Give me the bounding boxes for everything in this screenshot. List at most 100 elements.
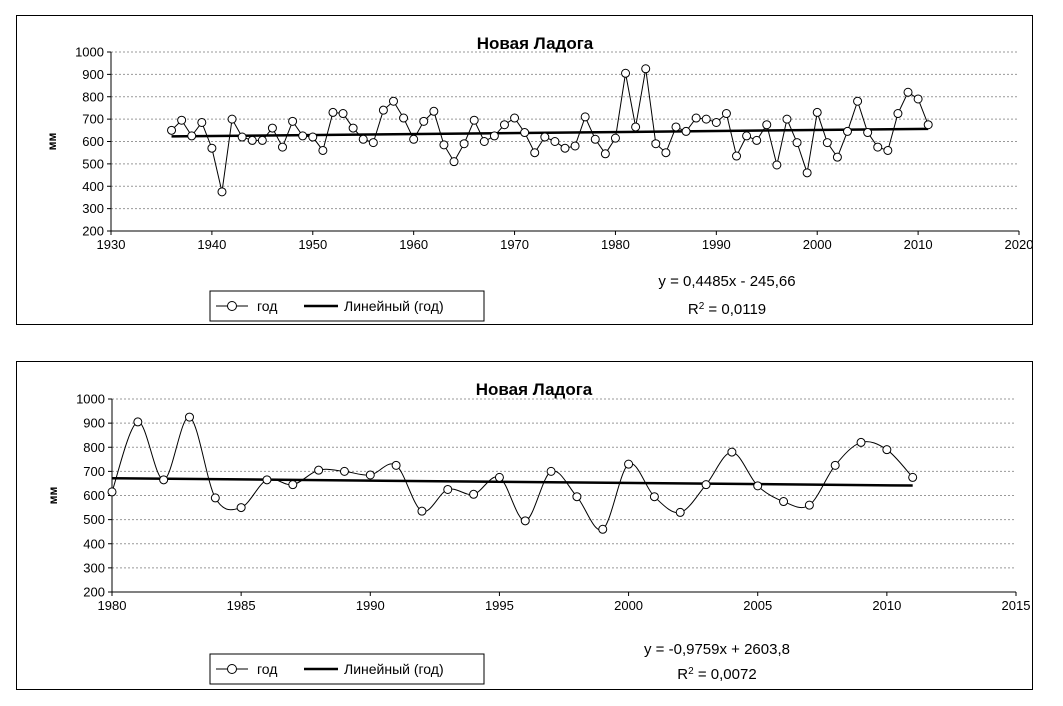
data-point	[621, 68, 631, 78]
data-point	[732, 151, 742, 161]
data-point	[469, 489, 479, 499]
y-tick-label: 800	[82, 89, 104, 104]
data-point	[133, 417, 143, 427]
y-tick-label: 300	[82, 201, 104, 216]
x-tick-label: 1960	[399, 237, 428, 252]
data-point	[257, 135, 267, 145]
x-tick-label: 1995	[485, 598, 514, 613]
data-point	[651, 139, 661, 149]
data-point	[600, 149, 610, 159]
data-point	[624, 459, 634, 469]
data-point	[590, 134, 600, 144]
y-tick-label: 200	[83, 585, 105, 600]
legend-label-series: год	[257, 661, 277, 677]
y-tick-label: 700	[83, 464, 105, 479]
trend-line	[111, 476, 913, 487]
chart-title: Новая Ладога	[477, 34, 594, 53]
data-point	[572, 492, 582, 502]
data-point	[641, 64, 651, 74]
y-tick-label: 500	[83, 512, 105, 527]
data-point	[661, 148, 671, 158]
data-point	[187, 131, 197, 141]
data-point	[314, 465, 324, 475]
x-tick-label: 2010	[872, 598, 901, 613]
series-line	[171, 68, 929, 192]
data-point	[247, 135, 257, 145]
data-point	[873, 142, 883, 152]
data-point	[923, 120, 933, 130]
data-point	[691, 113, 701, 123]
data-point	[378, 105, 388, 115]
data-point	[419, 116, 429, 126]
y-tick-label: 900	[83, 416, 105, 431]
data-point	[530, 148, 540, 158]
data-point	[853, 96, 863, 106]
data-point	[494, 472, 504, 482]
data-point	[560, 143, 570, 153]
y-tick-label: 800	[83, 440, 105, 455]
data-point	[701, 114, 711, 124]
data-point	[338, 109, 348, 119]
y-tick-label: 600	[82, 134, 104, 149]
x-tick-label: 2000	[803, 237, 832, 252]
r-squared-label: R2 = 0,0119	[688, 301, 766, 319]
data-point	[701, 480, 711, 490]
data-point	[388, 96, 398, 106]
data-point	[197, 117, 207, 127]
x-tick-label: 2020	[1005, 237, 1034, 252]
x-tick-label: 1950	[298, 237, 327, 252]
chart-panel-1: 200 300 400 500 600 700 800 900 1000 1930 1940 1950…	[16, 15, 1033, 325]
y-tick-label: 700	[82, 112, 104, 127]
y-tick-label: 900	[82, 67, 104, 82]
r-squared-label: R2 = 0,0072	[677, 666, 756, 684]
data-point	[510, 113, 520, 123]
data-point	[236, 503, 246, 513]
data-point	[409, 134, 419, 144]
data-point	[727, 447, 737, 457]
data-point	[580, 112, 590, 122]
legend-box	[209, 653, 485, 685]
y-axis-label: мм	[46, 487, 60, 505]
chart-panel-2: 200 300 400 500 600 700 800 900 1000 1980 1985 1990…	[16, 361, 1033, 690]
data-point	[210, 493, 220, 503]
data-point	[822, 138, 832, 148]
data-point	[792, 138, 802, 148]
data-point	[753, 481, 763, 491]
data-point	[184, 412, 194, 422]
y-tick-label: 1000	[76, 392, 105, 407]
data-point	[812, 107, 822, 117]
data-point	[742, 131, 752, 141]
data-point	[489, 131, 499, 141]
legend: год Линейный (год)	[209, 653, 485, 685]
data-point	[675, 507, 685, 517]
data-point	[752, 135, 762, 145]
x-tick-label: 1980	[601, 237, 630, 252]
data-point	[631, 122, 641, 132]
chart-1: 200 300 400 500 600 700 800 900 1000 1930 1940 1950…	[45, 34, 1034, 322]
data-point	[570, 141, 580, 151]
y-axis-label: мм	[45, 133, 59, 151]
data-point	[711, 117, 721, 127]
y-tick-label: 400	[83, 536, 105, 551]
data-point	[649, 492, 659, 502]
data-point	[598, 524, 608, 534]
data-point	[262, 475, 272, 485]
x-tick-label: 2000	[614, 598, 643, 613]
data-point	[449, 157, 459, 167]
data-point	[882, 445, 892, 455]
data-point	[177, 115, 187, 125]
y-tick-label: 200	[82, 224, 104, 239]
data-point	[499, 120, 509, 130]
x-tick-label: 1940	[197, 237, 226, 252]
data-point	[429, 106, 439, 116]
x-tick-label: 1980	[98, 598, 127, 613]
trend-equation: y = 0,4485x - 245,66	[658, 273, 795, 290]
x-tick-label: 1990	[356, 598, 385, 613]
series-line	[111, 416, 914, 531]
data-point	[479, 137, 489, 146]
trend-equation: y = -0,9759x + 2603,8	[644, 641, 790, 658]
data-point	[546, 466, 556, 476]
legend-label-series: год	[257, 298, 277, 314]
data-point	[278, 142, 288, 152]
data-point	[298, 131, 308, 141]
